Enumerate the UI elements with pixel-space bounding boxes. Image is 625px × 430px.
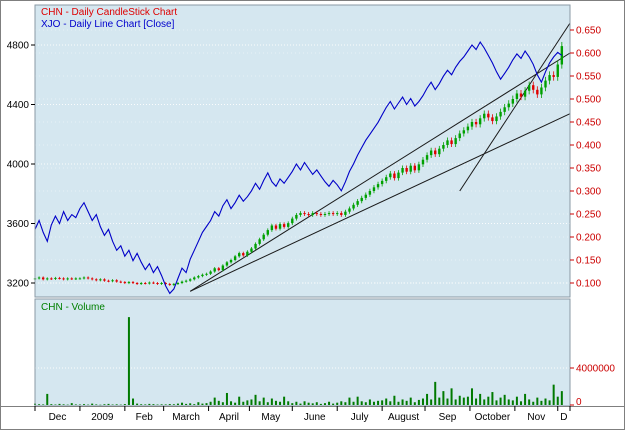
left-axis-tick-label: 4000 — [7, 160, 30, 171]
month-tick-label: Dec — [49, 412, 67, 423]
trendlines — [189, 22, 571, 292]
left-axis-tick-label: 4400 — [7, 100, 30, 111]
right-axis-tick-label: 0.600 — [576, 49, 601, 60]
month-tick-label: October — [475, 412, 511, 423]
chn-volume-series — [34, 317, 563, 406]
left-axis-tick-label: 3200 — [7, 279, 30, 290]
volume-panel[interactable] — [35, 299, 570, 406]
right-axis-tick-label: 0.550 — [576, 72, 601, 83]
right-axis-tick-label: 0.150 — [576, 256, 601, 267]
legend-xjo-line: XJO - Daily Line Chart [Close] — [41, 19, 175, 30]
price-panel-border — [34, 4, 571, 298]
right-axis-tick-label: 0.450 — [576, 118, 601, 129]
gridlines — [35, 29, 570, 369]
month-tick-label: D — [560, 412, 567, 423]
month-tick-label: 2009 — [91, 412, 114, 423]
month-tick-label: Nov — [527, 412, 545, 423]
xjo-line-series — [34, 40, 563, 295]
volume-axis-tick-label: 0 — [576, 397, 582, 408]
right-axis-tick-label: 0.100 — [576, 279, 601, 290]
right-axis-tick-label: 0.500 — [576, 95, 601, 106]
month-tick-label: Sep — [439, 412, 457, 423]
axis-labels: 4800 4400 4000 3600 3200 0.650 0.600 0.550 0.500… — [7, 26, 616, 424]
volume-axis-tick-label: 4000000 — [576, 364, 615, 375]
chn-candlestick-series — [33, 41, 564, 286]
right-axis-tick-label: 0.400 — [576, 141, 601, 152]
month-tick-label: May — [261, 412, 280, 423]
right-axis-tick-label: 0.350 — [576, 164, 601, 175]
month-tick-label: Feb — [136, 412, 154, 423]
month-tick-label: August — [388, 412, 419, 423]
legend-chn-volume: CHN - Volume — [41, 302, 105, 313]
month-tick-label: April — [219, 412, 239, 423]
left-axis-tick-label: 3600 — [7, 219, 30, 230]
right-axis-tick-label: 0.250 — [576, 210, 601, 221]
price-panel[interactable] — [35, 5, 570, 297]
right-axis-tick-label: 0.300 — [576, 187, 601, 198]
month-tick-label: July — [351, 412, 369, 423]
month-tick-label: March — [172, 412, 200, 423]
month-tick-label: June — [304, 412, 326, 423]
right-axis-tick-label: 0.200 — [576, 233, 601, 244]
right-axis-tick-label: 0.650 — [576, 26, 601, 37]
left-axis-tick-label: 4800 — [7, 41, 30, 52]
legend-chn-candlestick: CHN - Daily CandleStick Chart — [41, 7, 178, 18]
